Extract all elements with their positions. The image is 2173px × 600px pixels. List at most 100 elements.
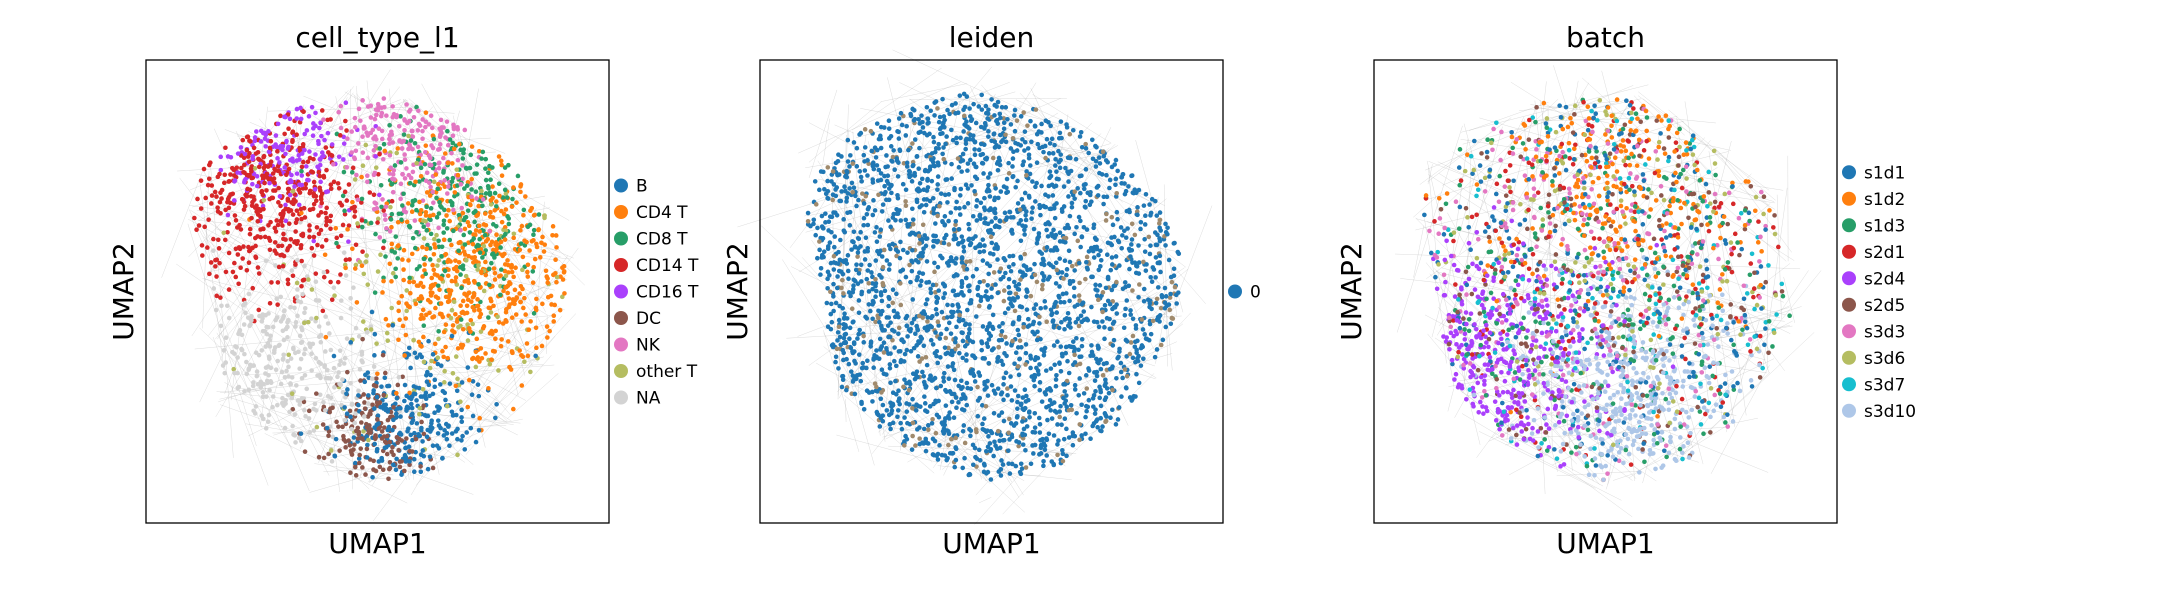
point-0 — [985, 296, 990, 301]
point-0 — [948, 314, 954, 320]
point-0 — [1048, 307, 1054, 313]
point-0 — [981, 249, 987, 254]
point-CD4-T — [499, 252, 505, 258]
point-0 — [1148, 210, 1154, 216]
point-0 — [977, 249, 983, 255]
point-0 — [1077, 134, 1083, 139]
point-CD4-T — [418, 343, 423, 348]
point-0 — [886, 186, 892, 191]
point-CD14-T — [299, 164, 305, 170]
point-CD4-T — [382, 148, 388, 154]
point-NK — [368, 103, 374, 109]
point-B — [447, 443, 452, 449]
point-0 — [925, 121, 930, 126]
point-CD4-T — [486, 305, 492, 311]
point-CD8-T — [441, 230, 446, 235]
point-CD8-T — [462, 242, 468, 247]
point-0 — [900, 181, 906, 187]
point-NA — [274, 315, 280, 320]
point-NK — [338, 125, 344, 131]
point-0 — [886, 136, 892, 141]
point-CD14-T — [278, 219, 284, 224]
point-0 — [917, 180, 923, 186]
point-B — [391, 462, 396, 468]
point-NK — [365, 155, 371, 161]
point-0 — [1024, 393, 1029, 399]
point-0 — [1054, 169, 1059, 174]
point-NK — [384, 226, 389, 231]
point-NK — [386, 136, 392, 142]
point-0 — [920, 271, 926, 276]
point-CD8-T — [383, 254, 388, 259]
point-CD4-T — [350, 199, 355, 205]
point-0 — [1018, 114, 1024, 119]
point-CD14-T — [351, 204, 357, 210]
point-0 — [949, 436, 954, 442]
point-0 — [1054, 176, 1060, 182]
legend-label: B — [636, 177, 648, 197]
point-0 — [829, 301, 834, 307]
point-0 — [1010, 174, 1016, 180]
point-NA — [261, 416, 266, 422]
point-CD14-T — [344, 198, 350, 203]
point-0 — [833, 359, 838, 365]
point-CD14-T — [253, 151, 259, 156]
connectivity-edge — [196, 209, 555, 291]
connectivity-edge — [823, 330, 860, 452]
point-CD14-T — [298, 206, 304, 212]
point-0 — [960, 151, 966, 157]
point-0 — [986, 271, 991, 277]
point-DC — [430, 465, 436, 471]
point-0 — [924, 362, 930, 368]
point-0 — [874, 239, 880, 244]
point-CD14-T — [213, 264, 218, 269]
point-0 — [914, 197, 920, 203]
point-0 — [1026, 155, 1032, 161]
point-0 — [847, 209, 853, 215]
point-0 — [1077, 280, 1082, 286]
point-CD8-T — [407, 275, 412, 281]
point-NA — [242, 351, 247, 357]
point-0 — [817, 187, 822, 193]
point-0 — [929, 421, 935, 426]
point-0 — [879, 367, 885, 373]
point-CD16-T — [320, 150, 325, 155]
point-CD14-T — [253, 243, 258, 249]
connectivity-edge — [229, 397, 437, 459]
point-0 — [897, 148, 903, 154]
point-NA — [244, 371, 250, 377]
point-0 — [881, 340, 887, 346]
point-other-T — [361, 429, 366, 434]
point-0 — [1159, 294, 1165, 300]
point-0 — [835, 274, 840, 279]
point-0 — [910, 420, 916, 426]
point-CD8-T — [373, 231, 378, 237]
point-B — [348, 414, 353, 420]
point-0 — [825, 165, 831, 170]
point-0 — [999, 104, 1005, 110]
point-NK — [371, 148, 377, 153]
point-B — [429, 425, 435, 431]
point-CD14-T — [321, 274, 327, 280]
point-other-T — [417, 411, 422, 417]
point-CD16-T — [322, 137, 327, 143]
legend-marker — [614, 390, 628, 405]
point-CD4-T — [483, 272, 489, 278]
point-0 — [1038, 451, 1044, 456]
point-other-T — [503, 273, 509, 279]
connectivity-edge — [202, 278, 529, 359]
point-0 — [992, 439, 997, 445]
point-CD4-T — [424, 190, 430, 195]
point-0 — [986, 434, 991, 439]
point-0 — [999, 410, 1005, 415]
point-CD4-T — [475, 212, 480, 218]
point-CD4-T — [469, 144, 475, 149]
point-NK — [379, 136, 385, 142]
point-0 — [1021, 159, 1026, 164]
point-0 — [847, 325, 853, 331]
point-NK — [420, 128, 425, 134]
point-0 — [949, 161, 954, 167]
point-CD14-T — [209, 183, 215, 188]
point-CD8-T — [462, 186, 467, 191]
connectivity-edge — [1032, 94, 1112, 144]
